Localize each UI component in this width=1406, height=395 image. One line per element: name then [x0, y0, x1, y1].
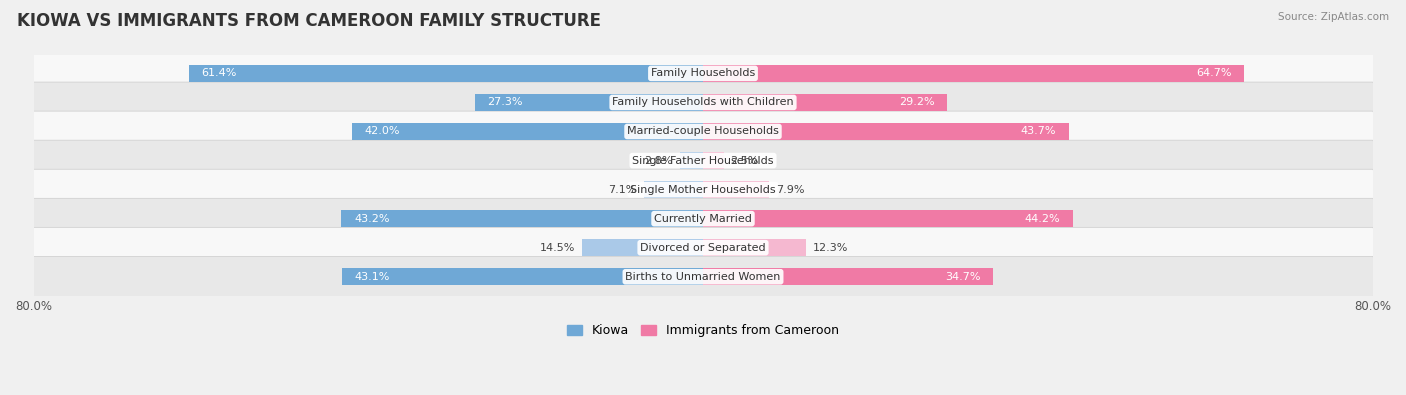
Text: Births to Unmarried Women: Births to Unmarried Women — [626, 272, 780, 282]
FancyBboxPatch shape — [32, 169, 1374, 210]
Text: Source: ZipAtlas.com: Source: ZipAtlas.com — [1278, 12, 1389, 22]
Text: Single Mother Households: Single Mother Households — [630, 184, 776, 195]
Text: 2.5%: 2.5% — [731, 156, 759, 166]
Text: 42.0%: 42.0% — [364, 126, 399, 137]
Text: Married-couple Households: Married-couple Households — [627, 126, 779, 137]
Text: 43.2%: 43.2% — [354, 214, 389, 224]
Text: 2.8%: 2.8% — [644, 156, 673, 166]
Text: 34.7%: 34.7% — [945, 272, 981, 282]
Text: 29.2%: 29.2% — [900, 98, 935, 107]
Bar — [352, 123, 703, 140]
Text: 27.3%: 27.3% — [486, 98, 523, 107]
Bar — [703, 65, 1244, 82]
Text: 44.2%: 44.2% — [1025, 214, 1060, 224]
Text: Divorced or Separated: Divorced or Separated — [640, 243, 766, 253]
Bar — [679, 152, 703, 169]
Bar — [342, 210, 703, 227]
Text: Family Households: Family Households — [651, 68, 755, 78]
Bar — [703, 152, 724, 169]
Bar — [703, 268, 994, 285]
Bar — [342, 268, 703, 285]
Text: 61.4%: 61.4% — [201, 68, 238, 78]
Text: 64.7%: 64.7% — [1197, 68, 1232, 78]
Bar — [703, 181, 769, 198]
Text: KIOWA VS IMMIGRANTS FROM CAMEROON FAMILY STRUCTURE: KIOWA VS IMMIGRANTS FROM CAMEROON FAMILY… — [17, 12, 600, 30]
Bar — [190, 65, 703, 82]
Text: Single Father Households: Single Father Households — [633, 156, 773, 166]
Bar — [703, 94, 948, 111]
FancyBboxPatch shape — [32, 228, 1374, 268]
Text: Currently Married: Currently Married — [654, 214, 752, 224]
FancyBboxPatch shape — [32, 198, 1374, 239]
FancyBboxPatch shape — [32, 140, 1374, 181]
FancyBboxPatch shape — [32, 82, 1374, 123]
Text: 7.1%: 7.1% — [609, 184, 637, 195]
Text: 14.5%: 14.5% — [540, 243, 575, 253]
FancyBboxPatch shape — [32, 256, 1374, 297]
Bar — [703, 123, 1069, 140]
Legend: Kiowa, Immigrants from Cameroon: Kiowa, Immigrants from Cameroon — [561, 320, 845, 342]
Text: 43.7%: 43.7% — [1021, 126, 1056, 137]
Text: 43.1%: 43.1% — [354, 272, 391, 282]
Bar — [582, 239, 703, 256]
FancyBboxPatch shape — [32, 53, 1374, 94]
Bar — [644, 181, 703, 198]
Text: 12.3%: 12.3% — [813, 243, 848, 253]
Bar — [475, 94, 703, 111]
Bar — [703, 210, 1073, 227]
Text: Family Households with Children: Family Households with Children — [612, 98, 794, 107]
Text: 7.9%: 7.9% — [776, 184, 804, 195]
FancyBboxPatch shape — [32, 111, 1374, 152]
Bar — [703, 239, 806, 256]
